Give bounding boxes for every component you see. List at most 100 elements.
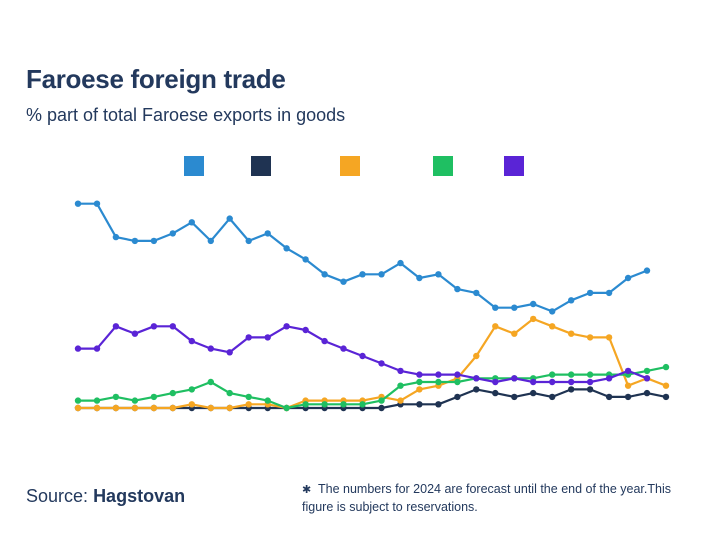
data-point[interactable] xyxy=(662,393,670,401)
data-point[interactable] xyxy=(264,230,271,237)
data-point[interactable] xyxy=(112,323,120,330)
data-point[interactable] xyxy=(112,233,120,241)
data-point[interactable] xyxy=(530,389,537,397)
data-point[interactable] xyxy=(226,404,233,412)
data-point[interactable] xyxy=(454,285,461,293)
data-point[interactable] xyxy=(378,360,385,367)
data-point[interactable] xyxy=(511,393,518,401)
data-point[interactable] xyxy=(643,267,651,274)
data-point[interactable] xyxy=(435,378,442,386)
data-point[interactable] xyxy=(112,393,120,401)
data-point[interactable] xyxy=(245,237,252,245)
data-point[interactable] xyxy=(435,401,442,408)
data-point[interactable] xyxy=(530,378,537,386)
legend-swatch-4[interactable] xyxy=(433,156,453,176)
data-point[interactable] xyxy=(549,393,556,401)
data-point[interactable] xyxy=(586,334,594,341)
data-point[interactable] xyxy=(568,371,575,378)
data-point[interactable] xyxy=(473,352,480,360)
data-point[interactable] xyxy=(226,389,233,397)
data-point[interactable] xyxy=(624,393,632,401)
data-point[interactable] xyxy=(302,326,309,334)
data-point[interactable] xyxy=(397,382,404,389)
data-point[interactable] xyxy=(188,337,195,345)
data-point[interactable] xyxy=(416,274,423,282)
data-point[interactable] xyxy=(605,375,613,382)
data-point[interactable] xyxy=(340,401,347,408)
data-point[interactable] xyxy=(586,386,594,393)
data-point[interactable] xyxy=(492,304,499,311)
data-point[interactable] xyxy=(340,345,347,352)
data-point[interactable] xyxy=(321,337,328,345)
data-point[interactable] xyxy=(188,219,195,226)
data-point[interactable] xyxy=(586,289,594,297)
data-point[interactable] xyxy=(586,378,594,386)
data-point[interactable] xyxy=(131,330,139,337)
data-point[interactable] xyxy=(492,323,499,330)
data-point[interactable] xyxy=(643,375,651,382)
data-point[interactable] xyxy=(397,367,404,375)
data-point[interactable] xyxy=(207,345,214,352)
data-point[interactable] xyxy=(568,297,575,304)
data-point[interactable] xyxy=(473,375,480,382)
data-point[interactable] xyxy=(454,393,461,401)
data-point[interactable] xyxy=(245,401,252,408)
data-point[interactable] xyxy=(131,404,139,412)
data-point[interactable] xyxy=(549,323,556,330)
data-point[interactable] xyxy=(150,404,158,412)
data-point[interactable] xyxy=(226,349,233,356)
data-point[interactable] xyxy=(511,330,518,337)
data-point[interactable] xyxy=(416,371,423,378)
data-point[interactable] xyxy=(549,378,556,386)
data-point[interactable] xyxy=(226,215,233,222)
data-point[interactable] xyxy=(321,401,328,408)
legend-swatch-3[interactable] xyxy=(340,156,360,176)
data-point[interactable] xyxy=(416,401,423,408)
data-point[interactable] xyxy=(378,271,385,278)
data-point[interactable] xyxy=(93,404,101,412)
data-point[interactable] xyxy=(624,382,632,389)
data-point[interactable] xyxy=(359,271,366,278)
data-point[interactable] xyxy=(530,300,537,308)
data-point[interactable] xyxy=(643,389,651,397)
data-point[interactable] xyxy=(188,401,195,408)
data-point[interactable] xyxy=(662,363,670,371)
data-point[interactable] xyxy=(302,256,309,263)
data-point[interactable] xyxy=(397,259,404,267)
data-point[interactable] xyxy=(416,386,423,393)
data-point[interactable] xyxy=(643,367,651,375)
data-point[interactable] xyxy=(245,393,252,401)
data-point[interactable] xyxy=(245,334,252,341)
data-point[interactable] xyxy=(605,334,613,341)
data-point[interactable] xyxy=(283,323,290,330)
data-point[interactable] xyxy=(359,352,366,360)
data-point[interactable] xyxy=(473,386,480,393)
data-point[interactable] xyxy=(93,397,101,404)
data-point[interactable] xyxy=(169,323,176,330)
data-point[interactable] xyxy=(549,371,556,378)
data-point[interactable] xyxy=(624,367,632,375)
data-point[interactable] xyxy=(188,386,195,393)
data-point[interactable] xyxy=(169,389,176,397)
data-point[interactable] xyxy=(93,200,101,207)
data-point[interactable] xyxy=(568,386,575,393)
data-point[interactable] xyxy=(492,389,499,397)
data-point[interactable] xyxy=(416,378,423,386)
data-point[interactable] xyxy=(605,289,613,297)
data-point[interactable] xyxy=(378,404,385,412)
data-point[interactable] xyxy=(93,345,101,352)
data-point[interactable] xyxy=(321,271,328,278)
data-point[interactable] xyxy=(207,237,214,245)
data-point[interactable] xyxy=(605,393,613,401)
data-point[interactable] xyxy=(473,289,480,297)
data-point[interactable] xyxy=(662,382,670,389)
data-point[interactable] xyxy=(112,404,120,412)
data-point[interactable] xyxy=(283,245,290,252)
data-point[interactable] xyxy=(131,397,139,404)
data-point[interactable] xyxy=(359,401,366,408)
data-point[interactable] xyxy=(74,397,82,404)
data-point[interactable] xyxy=(530,315,537,323)
data-point[interactable] xyxy=(207,378,214,386)
data-point[interactable] xyxy=(150,237,158,245)
data-point[interactable] xyxy=(340,278,347,285)
